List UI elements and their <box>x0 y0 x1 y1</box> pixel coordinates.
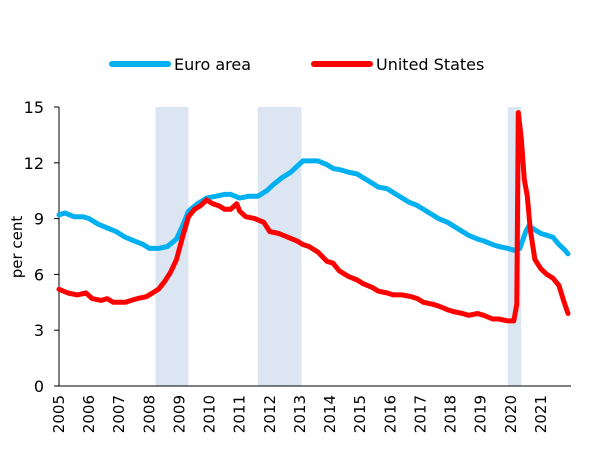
y-axis-label: per cent <box>8 216 26 279</box>
y-tick-labels: 0 3 6 9 12 15 <box>24 98 44 396</box>
x-tick-label-2010: 2010 <box>201 395 219 433</box>
legend: Euro area United States <box>109 55 484 74</box>
series-lines <box>56 110 571 324</box>
series-line-euro-area <box>56 158 571 257</box>
series-line-united-states <box>56 110 571 324</box>
legend-label-united-states: United States <box>376 55 484 74</box>
x-tick-label-2019: 2019 <box>472 395 490 433</box>
y-tick-marks <box>54 106 59 387</box>
x-tick-label-2015: 2015 <box>351 395 369 433</box>
legend-label-euro-area: Euro area <box>174 55 251 74</box>
y-tick-label-9: 9 <box>34 210 44 229</box>
x-tick-label-2014: 2014 <box>321 395 339 433</box>
x-tick-label-2018: 2018 <box>442 395 460 433</box>
x-tick-label-2007: 2007 <box>110 395 128 433</box>
x-tick-label-2020: 2020 <box>502 395 520 433</box>
y-tick-label-3: 3 <box>34 321 44 340</box>
x-tick-label-2012: 2012 <box>261 395 279 433</box>
x-tick-label-2009: 2009 <box>170 395 188 433</box>
x-tick-label-2013: 2013 <box>291 395 309 433</box>
y-tick-label-15: 15 <box>24 98 44 117</box>
x-tick-label-2006: 2006 <box>80 395 98 433</box>
recession-band-2 <box>257 107 302 386</box>
x-tick-label-2008: 2008 <box>140 395 158 433</box>
x-tick-labels: 2005 2006 2007 2008 2009 2010 2011 2012 2013 2014… <box>50 395 550 433</box>
x-tick-label-2017: 2017 <box>411 395 429 433</box>
x-tick-label-2005: 2005 <box>50 395 68 433</box>
recession-shading <box>155 107 522 386</box>
x-tick-label-2021: 2021 <box>532 395 550 433</box>
x-tick-label-2016: 2016 <box>381 395 399 433</box>
y-tick-label-0: 0 <box>34 377 44 396</box>
y-tick-label-12: 12 <box>24 154 44 173</box>
x-tick-label-2011: 2011 <box>231 395 249 433</box>
y-tick-label-6: 6 <box>34 265 44 284</box>
